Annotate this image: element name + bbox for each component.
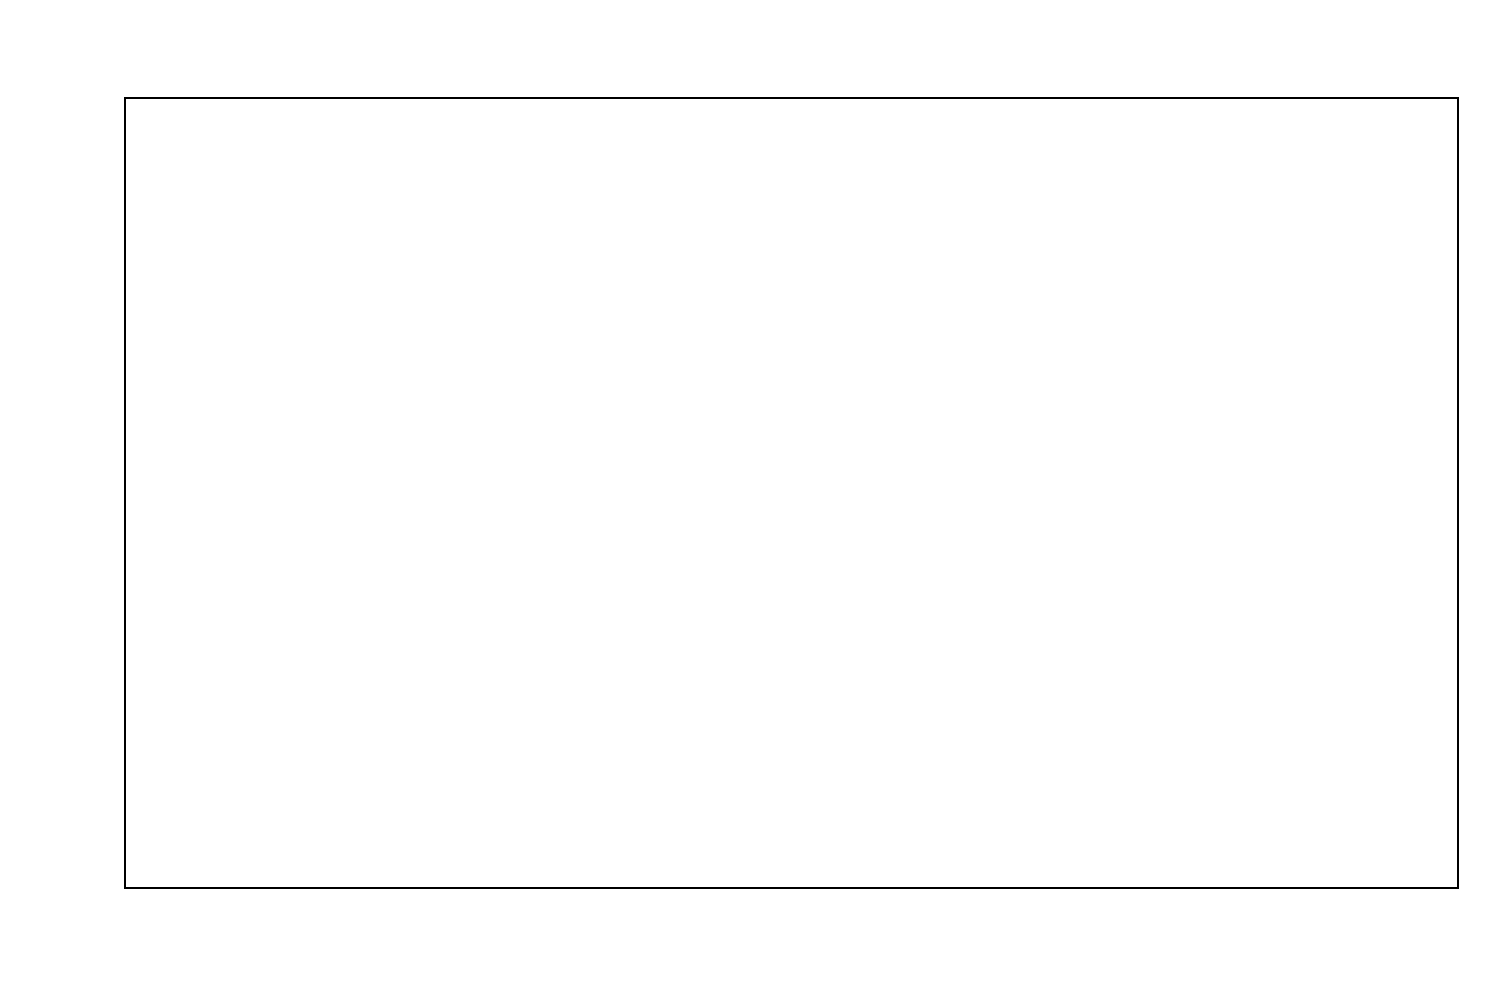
plot-border [124,97,1459,889]
